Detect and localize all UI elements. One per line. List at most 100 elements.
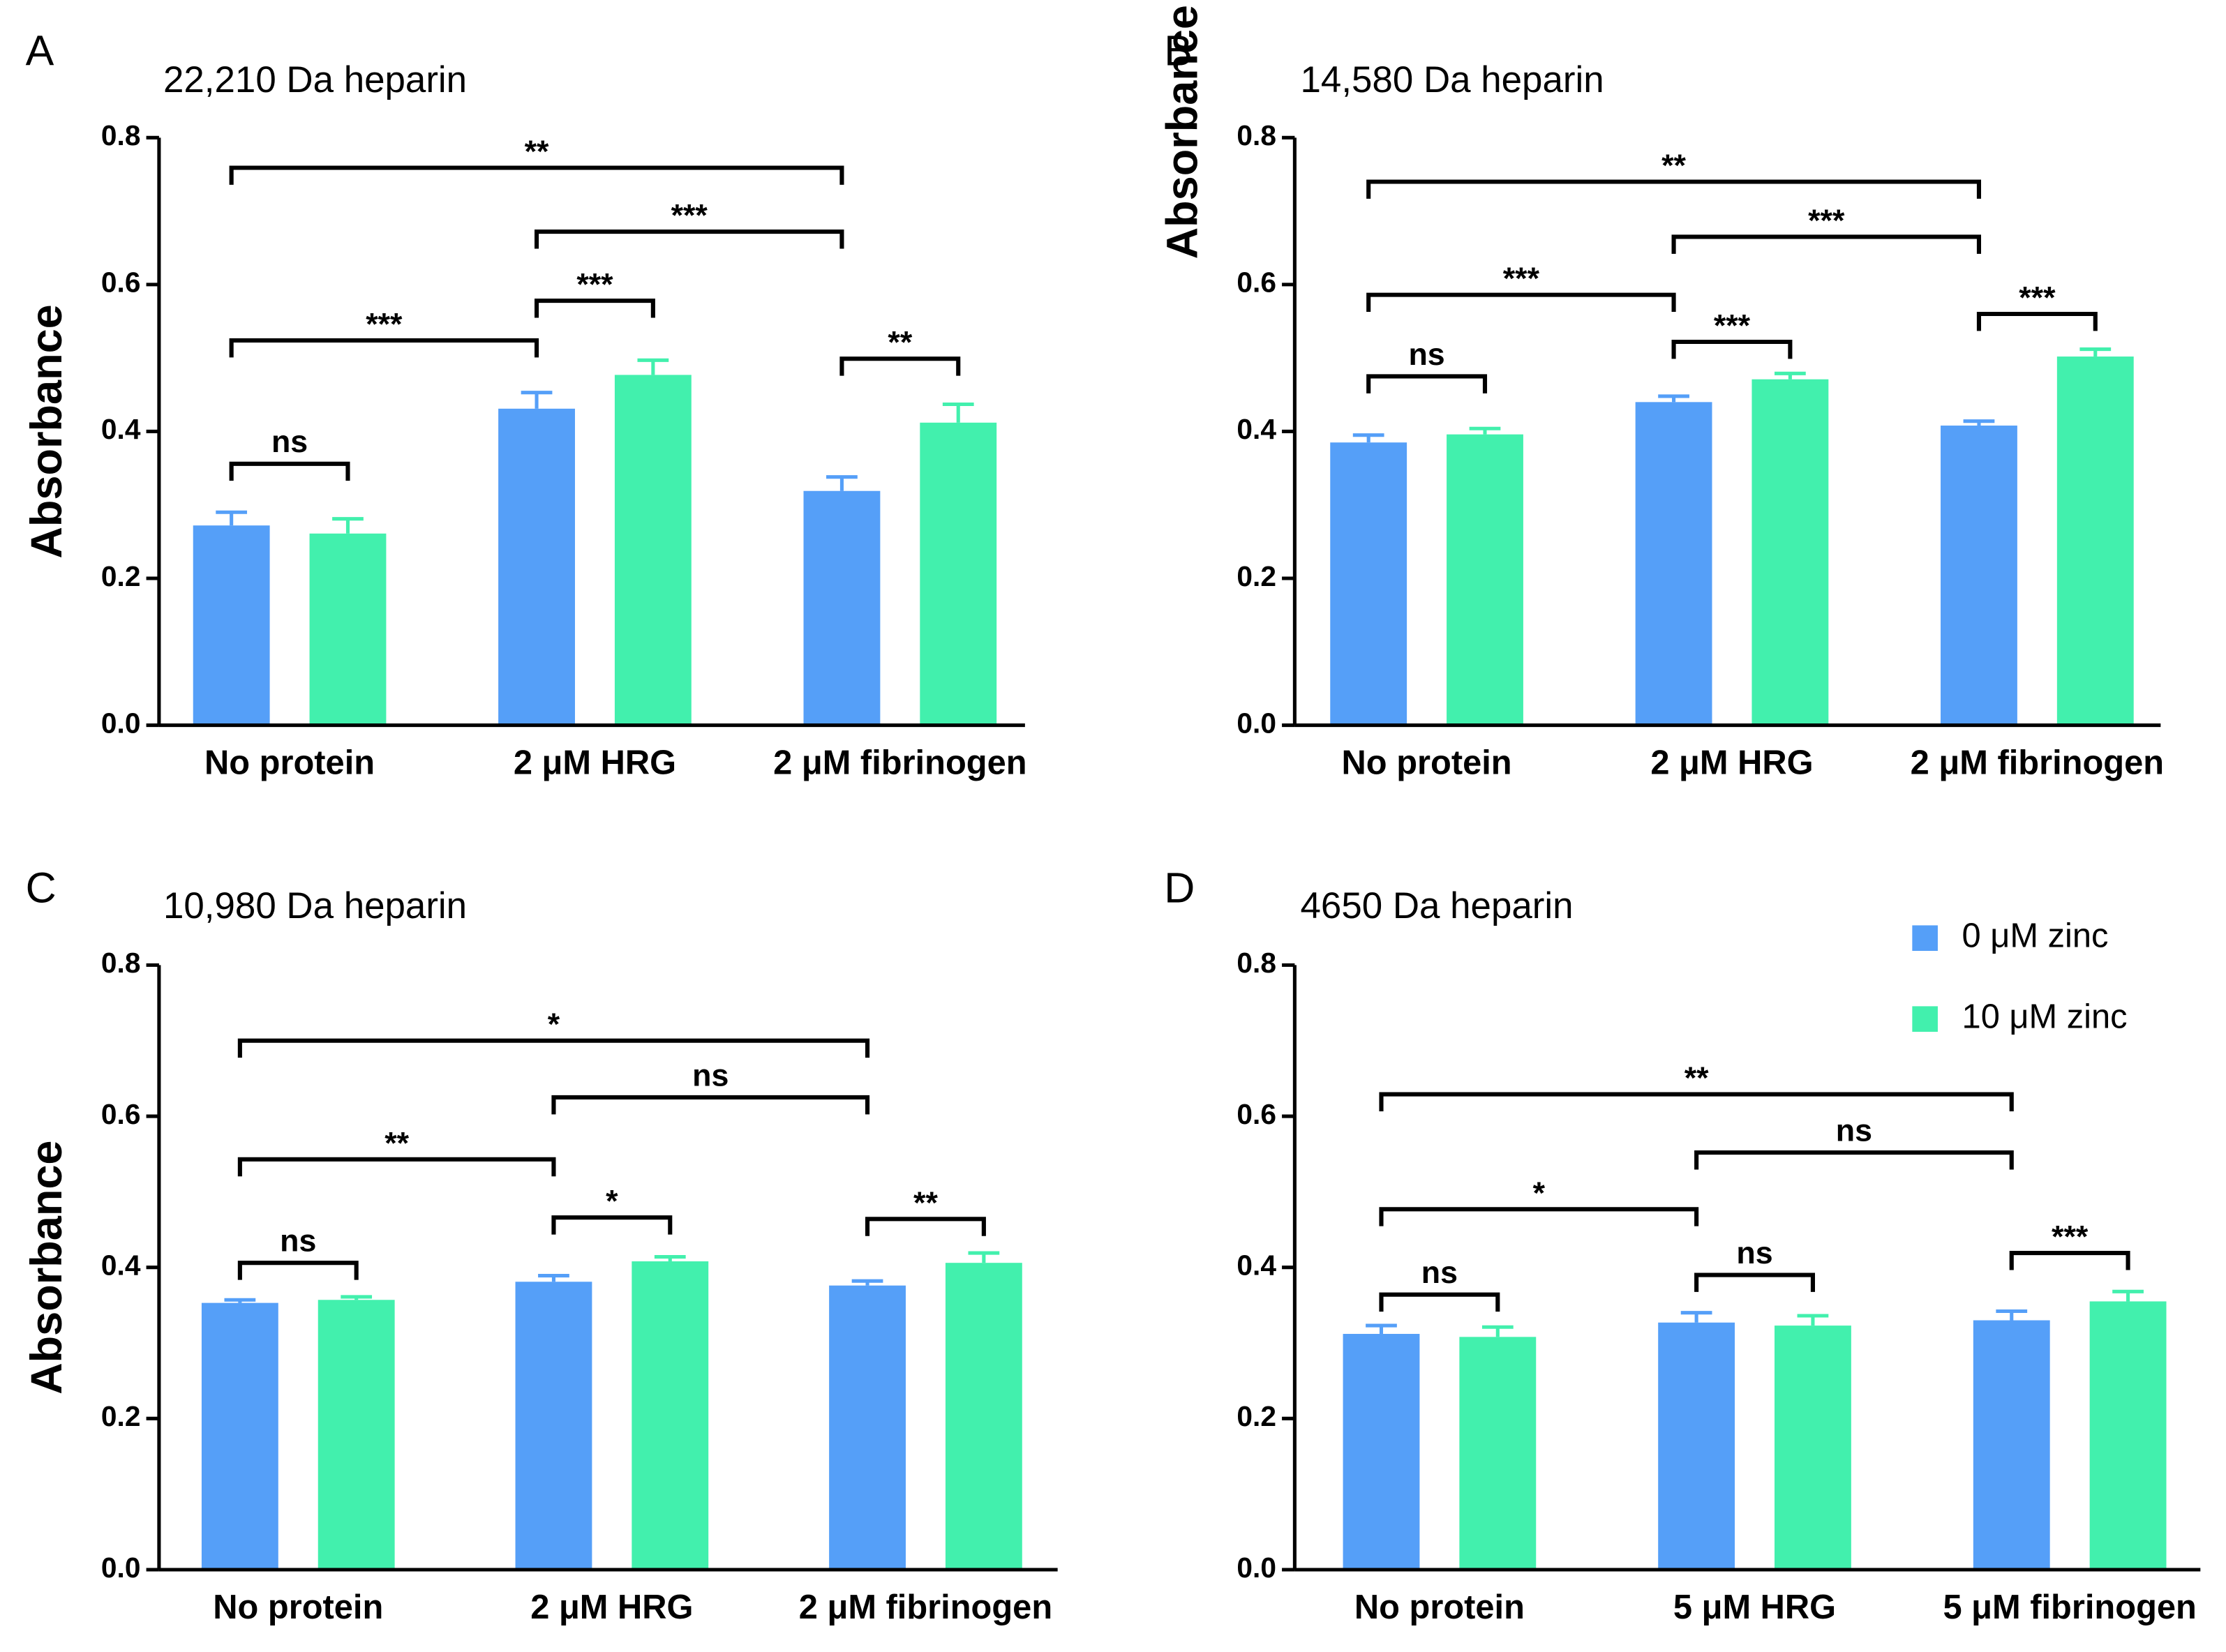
significance-bracket <box>1671 339 1793 359</box>
panel-title: 4650 Da heparin <box>1301 885 1574 926</box>
bar <box>318 1300 395 1570</box>
bar <box>614 375 692 726</box>
bar <box>201 1302 278 1570</box>
bar <box>1459 1337 1537 1570</box>
x-tick-label: No protein <box>213 1589 383 1626</box>
significance-bracket <box>1366 179 1982 199</box>
x-tick-label: No protein <box>1342 744 1512 781</box>
x-tick-label: 2 μM fibrinogen <box>773 744 1026 781</box>
significance-bracket <box>1976 311 2098 331</box>
panel-title: 22,210 Da heparin <box>163 59 467 100</box>
significance-label: ns <box>1408 337 1444 372</box>
significance-label: ns <box>1836 1113 1872 1148</box>
y-tick-label: 0.0 <box>1237 707 1276 739</box>
significance-bracket <box>237 1261 359 1280</box>
legend-label: 0 μM zinc <box>1962 917 2109 955</box>
x-tick-label: No protein <box>204 744 375 781</box>
significance-label: *** <box>671 198 708 233</box>
y-tick-label: 0.6 <box>1237 266 1276 299</box>
panel-letter: B <box>1164 27 1193 74</box>
x-tick-label: 2 μM fibrinogen <box>1911 744 2164 781</box>
significance-label: ** <box>384 1125 409 1160</box>
significance-bracket <box>534 298 655 318</box>
y-tick-label: 0.8 <box>1237 947 1276 979</box>
bar <box>1751 379 1829 726</box>
y-tick-label: 0.2 <box>101 1400 141 1432</box>
significance-bracket <box>229 338 539 358</box>
significance-label: *** <box>2019 280 2056 315</box>
bar <box>920 422 997 726</box>
y-tick-label: 0.4 <box>1237 413 1276 445</box>
significance-label: ** <box>888 325 912 360</box>
bar <box>2056 356 2134 726</box>
y-tick-label: 0.6 <box>1237 1098 1276 1130</box>
panel-title: 14,580 Da heparin <box>1301 59 1604 100</box>
significance-label: *** <box>2052 1219 2089 1254</box>
x-tick-label: 5 μM fibrinogen <box>1943 1589 2196 1626</box>
bar <box>945 1263 1022 1570</box>
significance-bracket <box>1379 1207 1699 1226</box>
significance-label: ns <box>692 1058 729 1092</box>
significance-bracket <box>1366 292 1676 313</box>
y-tick-label: 0.6 <box>101 266 141 299</box>
significance-bracket <box>1379 1092 2014 1112</box>
panel-title: 10,980 Da heparin <box>163 885 467 926</box>
panel-letter: D <box>1164 864 1195 912</box>
significance-label: ** <box>1685 1060 1709 1095</box>
bar <box>803 490 881 726</box>
y-tick-label: 0.8 <box>101 119 141 151</box>
y-axis-label: Absorbance <box>1158 5 1207 259</box>
bar <box>193 525 270 726</box>
x-tick-label: 2 μM fibrinogen <box>799 1589 1052 1626</box>
significance-bracket <box>2009 1251 2130 1270</box>
y-tick-label: 0.0 <box>1237 1552 1276 1584</box>
x-tick-label: 5 μM HRG <box>1673 1589 1836 1626</box>
significance-bracket <box>237 1038 870 1058</box>
significance-bracket <box>237 1157 556 1177</box>
significance-bracket <box>1694 1150 2014 1170</box>
bar <box>632 1261 709 1570</box>
y-tick-label: 0.4 <box>101 1249 141 1281</box>
x-tick-label: 2 μM HRG <box>1650 744 1813 781</box>
x-tick-label: 2 μM HRG <box>514 744 676 781</box>
significance-label: *** <box>366 306 403 341</box>
significance-label: ns <box>271 424 308 459</box>
bar <box>2089 1301 2167 1570</box>
bar <box>309 533 387 726</box>
significance-bracket <box>229 165 844 185</box>
bar <box>1775 1326 1851 1570</box>
significance-label: *** <box>1714 308 1751 343</box>
legend-swatch <box>1912 925 1938 952</box>
significance-bracket <box>1366 374 1488 393</box>
significance-label: ns <box>1421 1255 1458 1290</box>
panel-letter: C <box>26 864 57 912</box>
bar <box>1658 1322 1735 1570</box>
bar <box>498 408 575 726</box>
y-axis-label: Absorbance <box>22 304 71 558</box>
bar <box>1973 1320 2050 1570</box>
significance-label: ns <box>280 1224 316 1259</box>
significance-bracket <box>865 1217 986 1236</box>
significance-label: ** <box>525 134 549 169</box>
significance-bracket <box>551 1095 870 1115</box>
y-tick-label: 0.4 <box>101 413 141 445</box>
significance-label: ** <box>1661 148 1686 183</box>
panel-letter: A <box>26 27 54 74</box>
x-tick-label: No protein <box>1354 1589 1525 1626</box>
bar <box>829 1285 906 1570</box>
y-tick-label: 0.2 <box>1237 1400 1276 1432</box>
significance-bracket <box>839 356 961 376</box>
significance-label: * <box>606 1184 618 1219</box>
significance-bracket <box>229 461 350 481</box>
y-tick-label: 0.2 <box>1237 560 1276 592</box>
significance-label: *** <box>1503 261 1540 296</box>
bar <box>1343 1334 1420 1570</box>
significance-label: ** <box>913 1185 938 1220</box>
significance-bracket <box>551 1215 673 1235</box>
y-axis-label: Absorbance <box>22 1140 71 1394</box>
significance-bracket <box>1694 1272 1815 1292</box>
legend-label: 10 μM zinc <box>1962 998 2128 1036</box>
y-tick-label: 0.0 <box>101 707 141 739</box>
bar <box>1941 426 2017 726</box>
